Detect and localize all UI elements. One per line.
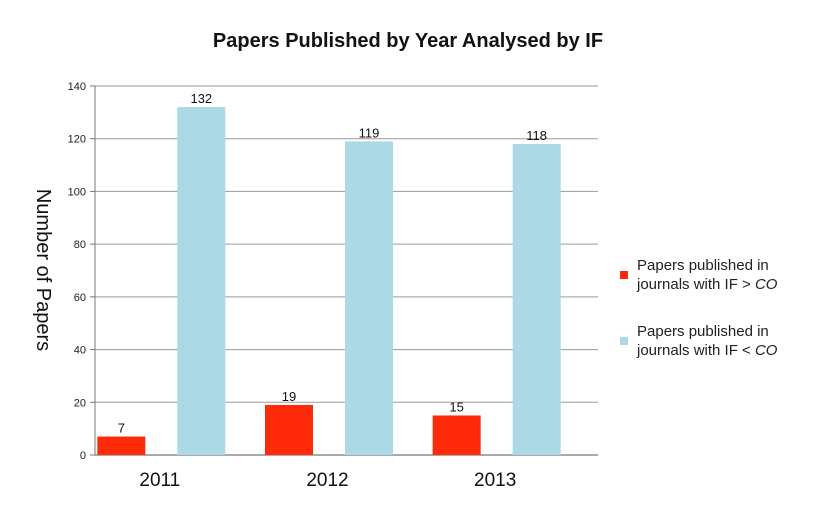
y-tick-label: 40 [74,345,86,357]
bar-2012-series-2 [345,141,393,455]
data-label: 7 [118,421,125,436]
x-tick-label: 2012 [306,470,348,491]
legend-label-line2: journals with IF < CO [636,342,778,359]
data-label: 118 [526,128,547,143]
data-label: 15 [449,399,463,414]
data-label: 19 [282,389,296,404]
y-tick-label: 20 [74,397,86,409]
legend-swatch-2 [620,337,628,345]
legend: Papers published in journals with IF > CO… [620,257,778,359]
chart-title: Papers Published by Year Analysed by IF [213,30,603,52]
y-axis-label: Number of Papers [32,189,54,351]
x-tick-label: 2011 [139,470,180,491]
data-label: 119 [359,125,380,140]
legend-label-line1: Papers published in [637,323,769,340]
bar-2011-series-2 [177,107,226,455]
bar-2011-series-1 [97,436,146,455]
y-tick-label: 100 [68,186,86,198]
x-axis-ticks: 2011 2012 2013 [139,470,516,491]
bars: 7 132 19 119 15 118 [97,91,561,455]
x-tick-label: 2013 [474,470,516,491]
legend-swatch-1 [620,271,628,279]
bar-2013-series-2 [512,143,561,455]
legend-label-line1: Papers published in [637,257,769,274]
y-tick-label: 120 [68,134,86,146]
legend-label-line2: journals with IF > CO [636,276,778,293]
y-tick-label: 0 [80,450,86,462]
y-axis-ticks: 0 20 40 60 80 100 120 140 [68,81,86,462]
y-tick-label: 140 [68,81,86,93]
y-tick-label: 80 [74,239,86,251]
y-tick-label: 60 [74,292,86,304]
data-label: 132 [190,91,212,106]
bar-2012-series-1 [265,404,313,455]
bar-2013-series-1 [432,415,481,455]
